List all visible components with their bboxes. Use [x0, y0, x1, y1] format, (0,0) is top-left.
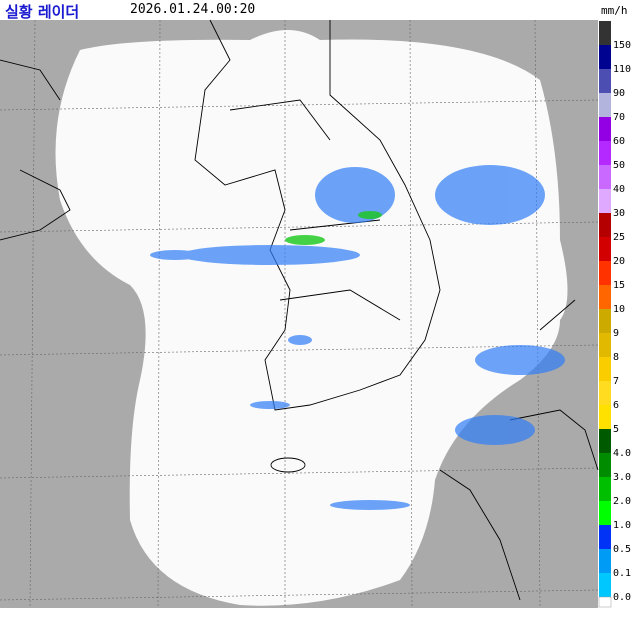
- legend-swatch: [599, 429, 611, 453]
- legend-swatch: [599, 189, 611, 213]
- legend-label: 5: [613, 424, 619, 435]
- rain-echo: [150, 165, 565, 510]
- legend-label: 15: [613, 280, 625, 291]
- legend-swatch: [599, 141, 611, 165]
- legend-label: 3.0: [613, 472, 631, 483]
- legend-swatch: [599, 261, 611, 285]
- legend-label: 6: [613, 400, 619, 411]
- legend-swatch-base: [598, 596, 612, 608]
- legend-swatch: [599, 117, 611, 141]
- legend-swatch: [599, 45, 611, 69]
- legend-label: 2.0: [613, 496, 631, 507]
- legend-label: 20: [613, 256, 625, 267]
- legend-label: 7: [613, 376, 619, 387]
- legend-swatch: [599, 357, 611, 381]
- legend-label: 10: [613, 304, 625, 315]
- legend-label: 30: [613, 208, 625, 219]
- legend-label: 1.0: [613, 520, 631, 531]
- legend-swatch: [599, 573, 611, 597]
- legend-swatch: [599, 477, 611, 501]
- legend-label: 60: [613, 136, 625, 147]
- coverage-area: [55, 30, 568, 606]
- legend-label: 0.0: [613, 592, 631, 603]
- legend: 150 110 90 70 60 50 40 30 25 20 15 10 9 8 7 6 5 4.0 3.0 2.0…: [598, 21, 631, 608]
- legend-label: 0.5: [613, 544, 631, 555]
- legend-label: 9: [613, 328, 619, 339]
- legend-swatch: [599, 525, 611, 549]
- coastline: [0, 19, 599, 601]
- legend-label: 90: [613, 88, 625, 99]
- legend-swatch: [599, 549, 611, 573]
- legend-swatch: [599, 285, 611, 309]
- unit: mm/h: [601, 4, 628, 17]
- legend-label: 150: [613, 40, 631, 51]
- legend-swatch: [599, 333, 611, 357]
- legend-swatch: [599, 381, 611, 405]
- legend-swatch: [599, 69, 611, 93]
- legend-label: 8: [613, 352, 619, 363]
- legend-label: 50: [613, 160, 625, 171]
- legend-swatch: [599, 501, 611, 525]
- legend-label: 40: [613, 184, 625, 195]
- legend-swatch: [599, 165, 611, 189]
- legend-label: 0.1: [613, 568, 631, 579]
- timestamp: 2026.01.24.00:20: [130, 2, 256, 17]
- legend-swatch: [599, 93, 611, 117]
- legend-swatch: [599, 21, 611, 45]
- legend-label: 70: [613, 112, 625, 123]
- legend-label: 4.0: [613, 448, 631, 459]
- legend-label: 25: [613, 232, 625, 243]
- grid: [0, 19, 599, 609]
- rain-echo-heavy: [285, 211, 382, 245]
- legend-swatch: [599, 453, 611, 477]
- legend-swatch: [599, 309, 611, 333]
- legend-swatch: [599, 213, 611, 237]
- legend-label: 110: [613, 64, 631, 75]
- legend-swatch: [599, 237, 611, 261]
- legend-swatch: [599, 405, 611, 429]
- page-title: 실황 레이더: [5, 3, 80, 21]
